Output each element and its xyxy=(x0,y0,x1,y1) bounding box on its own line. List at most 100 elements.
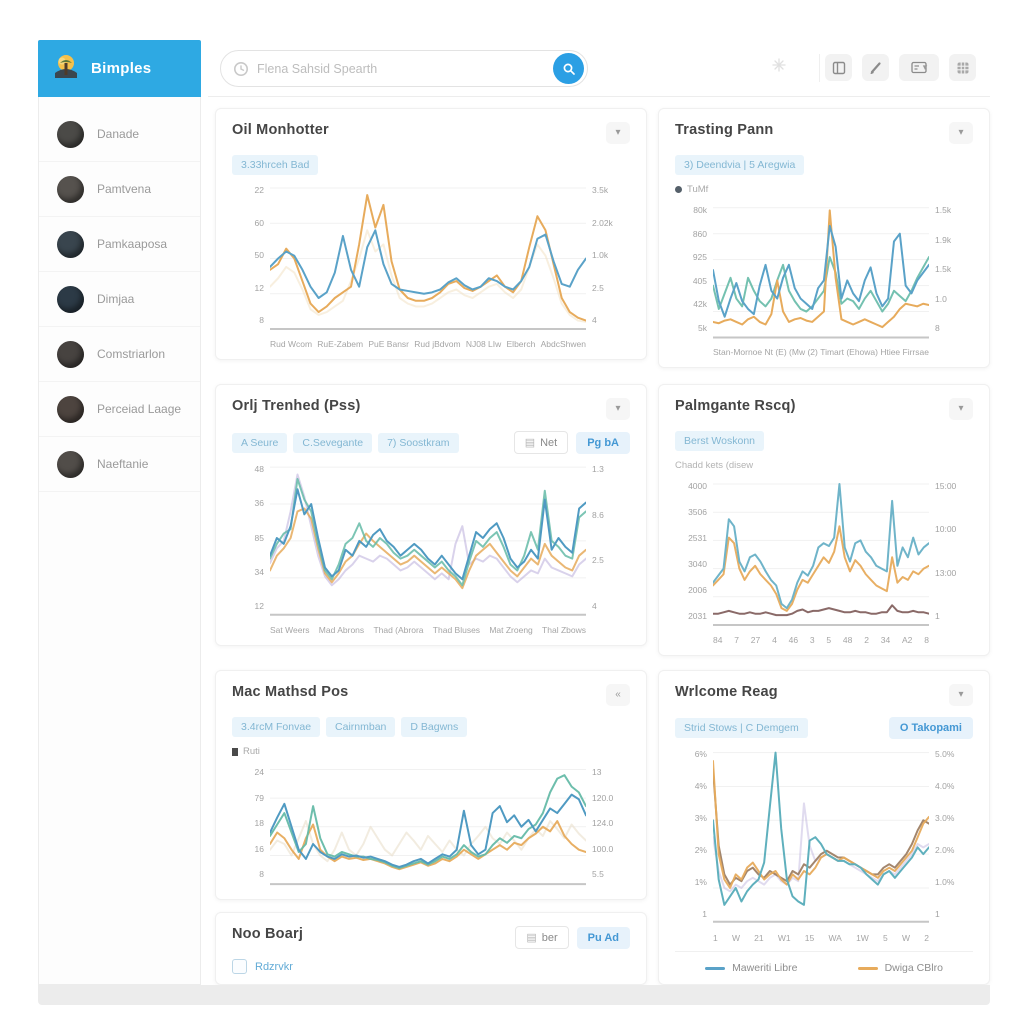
y-axis-left: 80k 860 925 405 42k 5k xyxy=(675,205,713,343)
panel-wrlcome-reag: Wrlcome Reag ▾ Strid Stows | C Demgem O … xyxy=(658,670,990,985)
y-tick: 10:00 xyxy=(935,524,957,535)
legend-swatch xyxy=(857,966,878,970)
x-tick: Htiee Firrsae xyxy=(880,347,929,357)
panel-oil-monhotter: Oil Monhotter ▾ 3.33hrceh Bad 22 60 50 12 8 3… xyxy=(215,108,647,360)
sidebar-item-label: Comstriarlon xyxy=(97,347,166,361)
sparkle-icon[interactable] xyxy=(771,57,787,78)
sidebar-item-pamtvena[interactable]: Pamtvena xyxy=(39,162,200,217)
x-tick: Thad (Abrora xyxy=(373,625,424,635)
sidebar-nav: Danade Pamtvena Pamkaaposa Dimjaa Comstriarl… xyxy=(38,97,201,985)
y-tick: 5.0% xyxy=(935,749,955,759)
panel-menu-button[interactable]: ▾ xyxy=(949,122,973,144)
x-tick: 2 xyxy=(864,635,869,645)
apps-icon[interactable] xyxy=(949,54,976,81)
x-tick: NJ08 LIw xyxy=(465,339,502,349)
sidebar-item-perceiad-laage[interactable]: Perceiad Laage xyxy=(39,382,200,437)
avatar xyxy=(57,450,84,478)
y-tick: 2.02k xyxy=(592,217,613,228)
sidebar-item-label: Pamkaaposa xyxy=(97,237,168,251)
chart-plot xyxy=(270,464,586,621)
series-blue xyxy=(270,489,586,579)
y-tick: 50 xyxy=(254,250,264,260)
sidebar-item-danade[interactable]: Danade xyxy=(39,107,200,162)
y-tick: 1.9k xyxy=(935,234,952,245)
panel-menu-button[interactable]: ▾ xyxy=(606,122,630,144)
flag-icon xyxy=(232,747,238,756)
panel-menu-button[interactable]: ▾ xyxy=(949,684,973,706)
y-tick: 12 xyxy=(254,282,264,293)
checkbox[interactable] xyxy=(232,959,247,974)
net-button[interactable]: ▤ Net xyxy=(513,431,569,454)
y-tick: 4 xyxy=(592,600,597,611)
sidebar-item-label: Perceiad Laage xyxy=(97,402,182,416)
sidebar-item-label: Pamtvena xyxy=(97,182,152,196)
avatar xyxy=(57,395,84,423)
y-tick: 2031 xyxy=(688,611,707,621)
series-orange xyxy=(713,526,929,611)
app-title: Bimples xyxy=(91,60,152,77)
y-tick: 8 xyxy=(259,315,264,325)
pen-icon[interactable] xyxy=(862,54,889,81)
y-tick: 2% xyxy=(694,845,707,855)
sidebar-item-comstriarlon[interactable]: Comstriarlon xyxy=(39,327,200,382)
series-teal xyxy=(713,753,929,905)
ber-button[interactable]: ▤ ber xyxy=(515,926,569,949)
x-tick: WA xyxy=(828,933,842,943)
y-tick: 1 xyxy=(935,909,940,919)
panel-menu-button[interactable]: « xyxy=(606,684,630,706)
panel-palmgante-rscq: Palmgante Rscq) ▾ Berst Woskonn Chadd ke… xyxy=(658,384,990,656)
panel-menu-button[interactable]: ▾ xyxy=(949,398,973,420)
y-tick: 6% xyxy=(694,749,707,759)
y-tick: 15:00 xyxy=(935,481,957,491)
series-purple xyxy=(713,803,929,891)
x-tick: Mat Zroeng xyxy=(489,625,533,635)
panel-menu-button[interactable]: ▾ xyxy=(606,398,630,420)
series-brown xyxy=(713,770,929,885)
card-dropdown-icon[interactable]: ▾ xyxy=(899,54,939,81)
y-tick: 1.0% xyxy=(935,877,955,887)
search-button[interactable] xyxy=(553,53,584,84)
series-orange xyxy=(713,761,929,888)
status-badge: 3.4rcM Fonvae xyxy=(232,717,321,737)
line-chart: 48 36 85 34 12 1.3 8.6 2.5 4 Sat Weers Mad Abrons T… xyxy=(232,464,630,635)
x-tick: 27 xyxy=(750,635,761,645)
y-tick: 42k xyxy=(693,299,707,310)
status-badge: Cairnmban xyxy=(326,717,396,737)
x-tick: W xyxy=(731,933,740,943)
doc-icon: ▤ xyxy=(526,932,537,944)
status-badge: Strid Stows | C Demgem xyxy=(675,718,808,738)
y-tick: 120.0 xyxy=(592,792,614,803)
x-tick: 48 xyxy=(842,635,853,645)
y-tick: 24 xyxy=(254,767,264,777)
y-tick: 3506 xyxy=(688,507,707,517)
y-tick: 34 xyxy=(254,566,264,577)
search-input[interactable] xyxy=(257,61,553,76)
y-tick: 1.5k xyxy=(935,264,952,274)
series-green xyxy=(713,257,929,311)
takopami-button[interactable]: O Takopami xyxy=(888,717,973,739)
y-tick: 22 xyxy=(254,185,264,195)
y-tick: 60 xyxy=(254,217,264,228)
y-tick: 3% xyxy=(694,813,707,823)
pu-ad-button[interactable]: Pu Ad xyxy=(576,926,630,949)
pg-ba-button[interactable]: Pg bA xyxy=(576,431,630,454)
panel-orlj-trenhed: Orlj Trenhed (Pss) ▾ A Seure C.Sevegante… xyxy=(215,384,647,646)
legend-item: Dwiga CBlro xyxy=(857,962,943,974)
layout-toggle-icon[interactable] xyxy=(825,54,852,81)
x-tick: Stan-Mornoe xyxy=(713,347,763,357)
x-tick: AbdcShwen xyxy=(540,339,586,349)
y-tick: 36 xyxy=(254,498,264,509)
x-tick: 5 xyxy=(826,635,832,645)
y-axis-right: 1.5k 1.9k 1.5k 1.0 8 xyxy=(929,205,973,343)
x-tick: 15 xyxy=(804,933,815,943)
sidebar-item-naeftanie[interactable]: Naeftanie xyxy=(39,437,200,492)
topbar-divider xyxy=(819,54,820,82)
y-tick: 2.0% xyxy=(935,845,955,855)
sidebar-item-dimjaa[interactable]: Dimjaa xyxy=(39,272,200,327)
y-axis-left: 22 60 50 12 8 xyxy=(232,185,270,335)
y-tick: 16 xyxy=(254,843,264,854)
y-tick: 4 xyxy=(592,315,597,325)
y-tick: 5.5 xyxy=(592,869,604,879)
sidebar-item-pamkaaposa[interactable]: Pamkaaposa xyxy=(39,217,200,272)
doc-icon: ▤ xyxy=(524,437,536,449)
